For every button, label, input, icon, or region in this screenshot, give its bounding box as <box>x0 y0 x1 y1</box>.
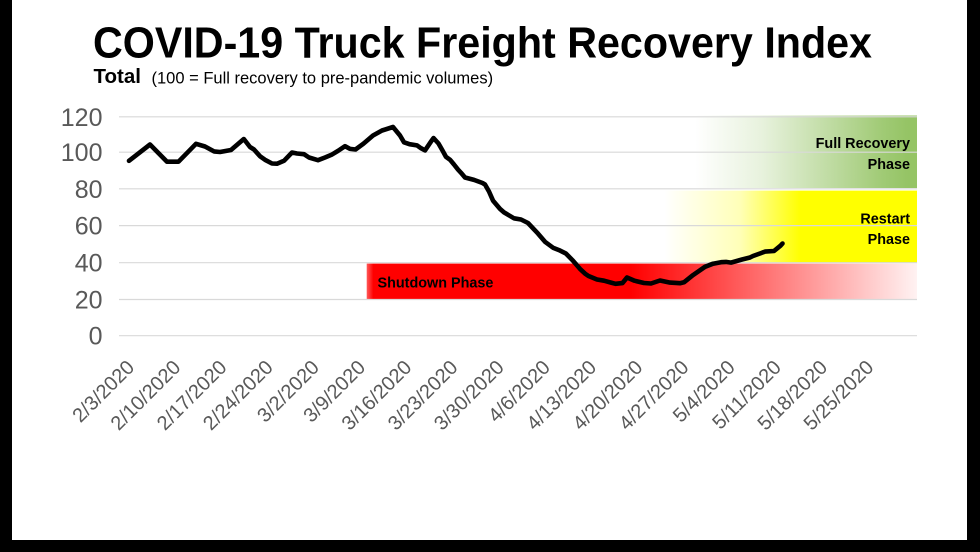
svg-text:0: 0 <box>89 323 103 351</box>
svg-text:60: 60 <box>75 213 103 241</box>
svg-text:Shutdown Phase: Shutdown Phase <box>378 276 494 292</box>
svg-text:120: 120 <box>61 104 103 132</box>
svg-text:Full Recovery: Full Recovery <box>816 136 910 152</box>
svg-text:Phase: Phase <box>868 232 910 248</box>
svg-text:Restart: Restart <box>860 212 910 228</box>
svg-text:100: 100 <box>61 139 103 167</box>
svg-text:(100 = Full recovery to pre-pa: (100 = Full recovery to pre-pandemic vol… <box>152 70 494 88</box>
svg-text:Phase: Phase <box>868 157 910 173</box>
svg-text:40: 40 <box>75 250 103 278</box>
svg-text:80: 80 <box>75 176 103 204</box>
svg-text:COVID-19 Truck Freight Recover: COVID-19 Truck Freight Recovery Index <box>93 18 872 67</box>
svg-text:Total: Total <box>94 65 141 88</box>
svg-text:20: 20 <box>75 287 103 315</box>
